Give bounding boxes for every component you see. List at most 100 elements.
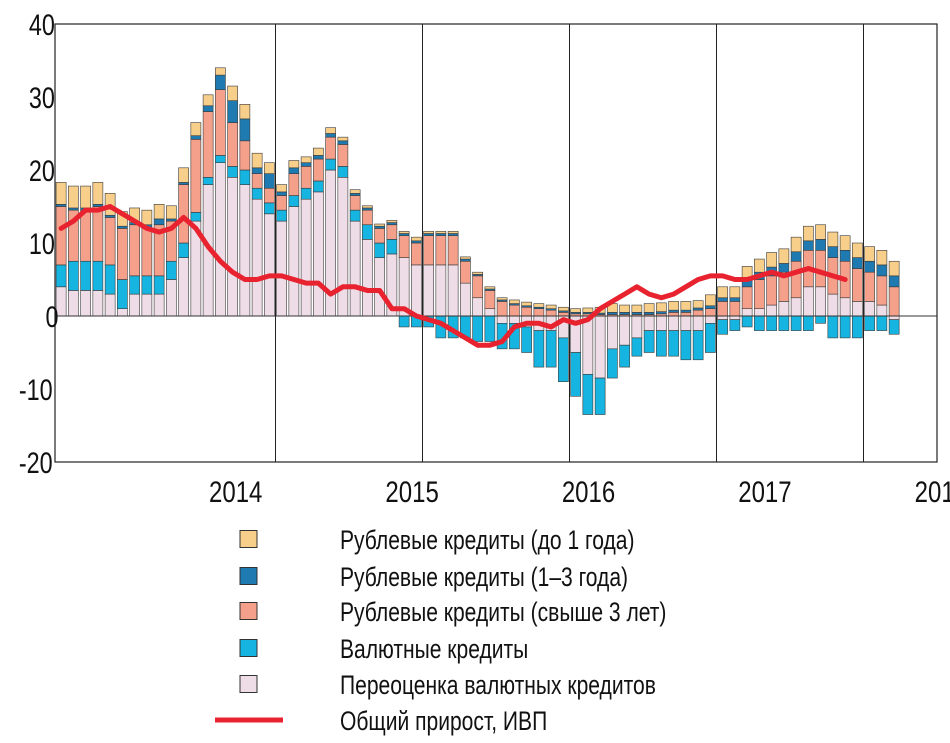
- bar-segment: [215, 162, 226, 317]
- bar-segment: [239, 184, 251, 317]
- bar-segment: [864, 301, 875, 317]
- bar-segment: [815, 239, 826, 251]
- bar-segment: [239, 169, 251, 185]
- bar-segment: [888, 315, 900, 320]
- bar-segment: [129, 293, 140, 317]
- bar-segment: [460, 258, 471, 262]
- bar-segment: [790, 315, 802, 331]
- bar-segment: [251, 173, 263, 189]
- bar-segment: [202, 105, 214, 112]
- bar-segment: [643, 303, 655, 313]
- bar-segment: [325, 133, 336, 138]
- bar-segment: [692, 330, 704, 361]
- bar-segment: [607, 315, 618, 350]
- bar-segment: [55, 206, 67, 266]
- bar-segment: [778, 301, 790, 317]
- bar-segment: [362, 205, 373, 209]
- bar-segment: [386, 220, 398, 223]
- bar-segment: [141, 228, 153, 277]
- bar-segment: [570, 308, 581, 313]
- bar-segment: [864, 260, 875, 273]
- bar-segment: [496, 315, 508, 324]
- bar-segment: [790, 236, 802, 253]
- bar-segment: [472, 297, 483, 317]
- bar-segment: [852, 315, 863, 339]
- bar-segment: [92, 204, 104, 207]
- bar-segment: [227, 122, 238, 167]
- bar-segment: [729, 301, 741, 317]
- bar-segment: [374, 228, 385, 244]
- bar-segment: [239, 140, 251, 171]
- bar-segment: [864, 246, 875, 262]
- bar-segment: [313, 155, 324, 160]
- bar-segment: [631, 315, 643, 339]
- bar-segment: [398, 315, 410, 328]
- bar-segment: [643, 315, 655, 331]
- bar-segment: [717, 315, 728, 320]
- bar-segment: [104, 293, 116, 317]
- bar-segment: [619, 344, 630, 368]
- y-tick-label: 40: [29, 8, 55, 41]
- bar-segment: [215, 89, 226, 156]
- bar-segment: [729, 297, 741, 302]
- bar-segment: [815, 224, 826, 240]
- x-tick-label: 2015: [385, 474, 438, 508]
- bar-segment: [668, 301, 679, 311]
- bar-segment: [227, 166, 238, 178]
- bar-segment: [594, 315, 606, 379]
- bar-segment: [545, 309, 557, 317]
- bar-segment: [190, 122, 202, 136]
- bar-segment: [313, 158, 324, 182]
- bar-segment: [227, 177, 238, 317]
- bar-segment: [827, 315, 839, 339]
- bar-segment: [104, 214, 116, 218]
- bar-segment: [778, 315, 790, 331]
- bar-segment: [276, 195, 287, 211]
- bar-segment: [827, 231, 839, 247]
- bar-segment: [656, 315, 667, 331]
- bar-segment: [619, 315, 630, 346]
- bar-segment: [852, 242, 863, 258]
- bar-segment: [741, 286, 753, 309]
- bar-segment: [68, 290, 79, 317]
- bar-segment: [460, 260, 471, 284]
- bar-segment: [288, 167, 300, 174]
- y-tick-label: -10: [19, 373, 53, 406]
- bar-segment: [533, 308, 545, 317]
- bar-segment: [190, 212, 202, 222]
- bar-segment: [582, 374, 594, 415]
- bar-segment: [496, 297, 508, 301]
- bar-segment: [80, 209, 91, 262]
- bar-segment: [264, 173, 275, 189]
- bar-segment: [55, 182, 67, 205]
- bar-segment: [656, 330, 667, 357]
- bar-segment: [680, 312, 692, 317]
- bar-segment: [313, 147, 324, 156]
- bar-segment: [447, 231, 459, 234]
- bar-segment: [374, 257, 385, 317]
- bar-segment: [790, 297, 802, 317]
- bar-segment: [202, 94, 214, 107]
- legend-swatch-revaluation: [239, 675, 258, 693]
- bar-segment: [717, 319, 728, 335]
- bar-segment: [839, 315, 851, 339]
- bar-segment: [582, 315, 594, 375]
- bar-segment: [55, 204, 67, 207]
- bar-segment: [80, 290, 91, 317]
- bar-segment: [888, 319, 900, 335]
- bar-segment: [521, 326, 532, 353]
- total-growth-line: [58, 204, 848, 348]
- plot-area: [54, 23, 938, 463]
- bar-segment: [153, 204, 165, 220]
- bar-segment: [778, 263, 790, 273]
- bar-segment: [166, 218, 177, 222]
- bar-segment: [153, 218, 165, 226]
- bar-segment: [803, 240, 814, 251]
- bar-segment: [362, 209, 373, 226]
- bar-segment: [668, 309, 679, 313]
- bar-segment: [190, 135, 202, 140]
- bar-segment: [264, 187, 275, 204]
- bar-segment: [215, 155, 226, 163]
- x-tick-label: 2018: [915, 474, 950, 508]
- bar-segment: [251, 187, 263, 200]
